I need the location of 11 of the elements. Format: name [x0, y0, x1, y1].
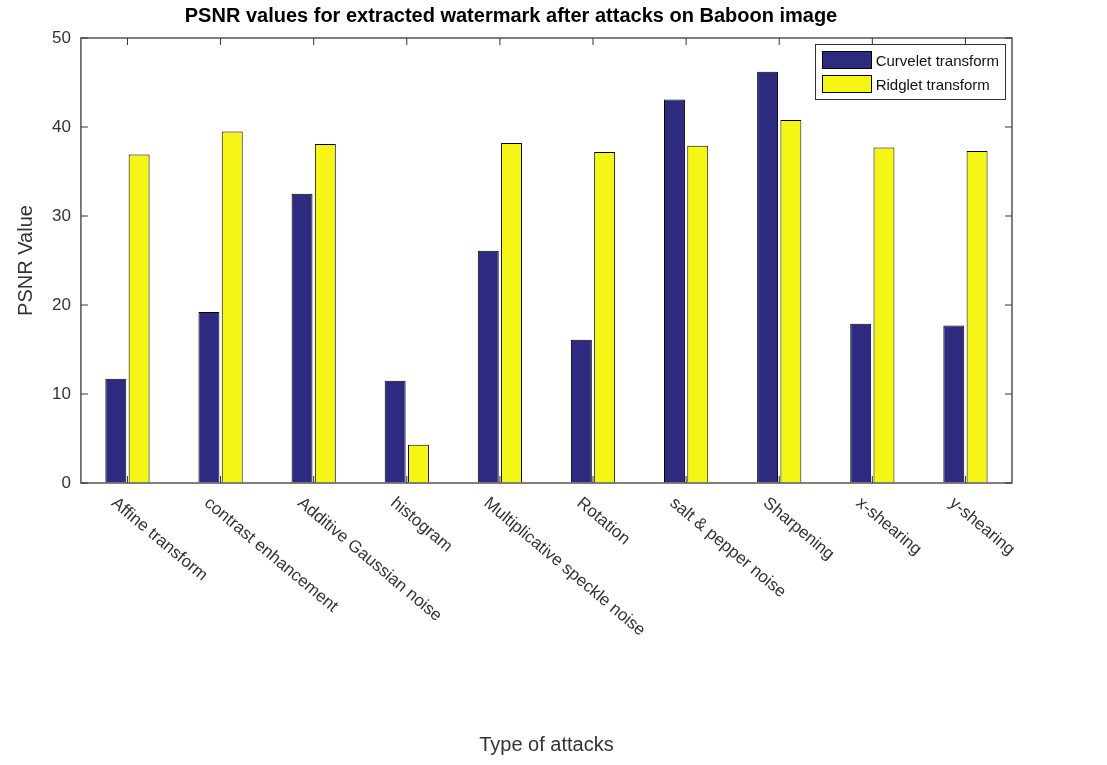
x-axis-title: Type of attacks: [479, 732, 614, 755]
y-tick-label: 40: [51, 116, 71, 136]
y-axis-title: PSNR Value: [13, 205, 36, 316]
legend-label: Curvelet transform: [875, 51, 999, 69]
legend-label: Ridglet transform: [875, 75, 990, 93]
chart-title: PSNR values for extracted watermark after attacks on Baboon image: [184, 3, 838, 26]
y-tick-label: 10: [51, 383, 71, 403]
y-tick-label: 20: [51, 294, 71, 314]
y-tick-label: 50: [51, 27, 71, 47]
y-tick-label: 30: [51, 205, 71, 225]
y-tick-label: 0: [61, 472, 71, 492]
